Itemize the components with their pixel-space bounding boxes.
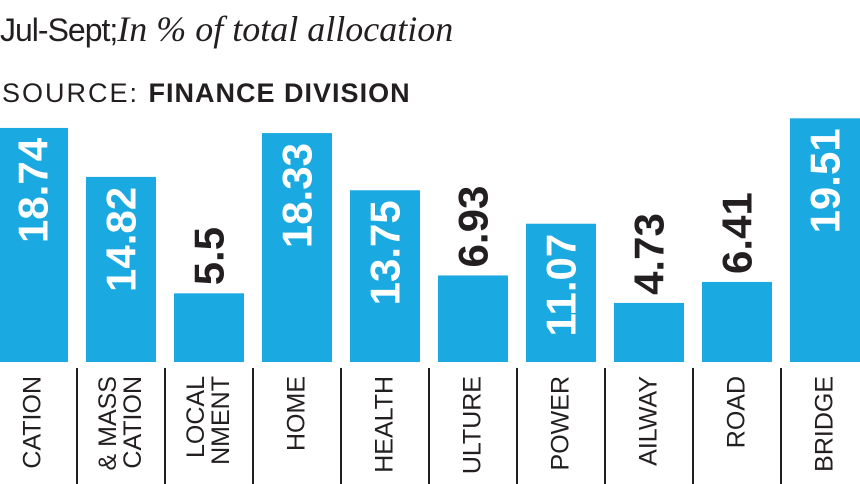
bar (262, 133, 332, 362)
x-tick-label: CATION (18, 376, 47, 469)
bar (86, 176, 156, 362)
x-tick-label: & MASS CATION (94, 376, 147, 471)
value-label: 18.33 (274, 143, 321, 248)
x-tick-label: ULTURE (458, 376, 487, 475)
value-label: 6.41 (714, 192, 761, 274)
x-tick-label: HEALTH (370, 376, 399, 473)
x-tick-label: AILWAY (634, 376, 663, 466)
value-label: 18.74 (10, 137, 57, 243)
bar (0, 127, 68, 362)
value-label: 6.93 (450, 186, 497, 268)
value-label: 5.5 (186, 227, 233, 285)
bar (614, 302, 684, 362)
bar (526, 223, 596, 362)
bar (790, 118, 860, 362)
bar (438, 275, 508, 362)
header: Jul-Sept;In % of total allocation (0, 8, 453, 50)
source-label: SOURCE: (2, 78, 140, 108)
x-tick-label: ROAD (722, 376, 751, 449)
bar (350, 190, 420, 362)
x-tick-label: LOCAL NMENT (182, 376, 235, 465)
value-label: 4.73 (626, 213, 673, 295)
source-name: FINANCE DIVISION (148, 78, 411, 108)
value-label: 14.82 (98, 187, 145, 292)
chart-subtitle: In % of total allocation (117, 9, 454, 49)
value-label: 19.51 (802, 128, 849, 233)
value-label: 13.75 (362, 200, 409, 305)
chart-title: Jul-Sept; (0, 12, 118, 48)
bar (174, 293, 244, 362)
x-tick-label: POWER (546, 376, 575, 471)
x-tick-label: HOME (282, 376, 311, 451)
source: SOURCE: FINANCE DIVISION (2, 78, 411, 109)
bar (702, 281, 772, 362)
value-label: 11.07 (538, 234, 585, 337)
x-tick-label: BRIDGE (810, 376, 839, 472)
